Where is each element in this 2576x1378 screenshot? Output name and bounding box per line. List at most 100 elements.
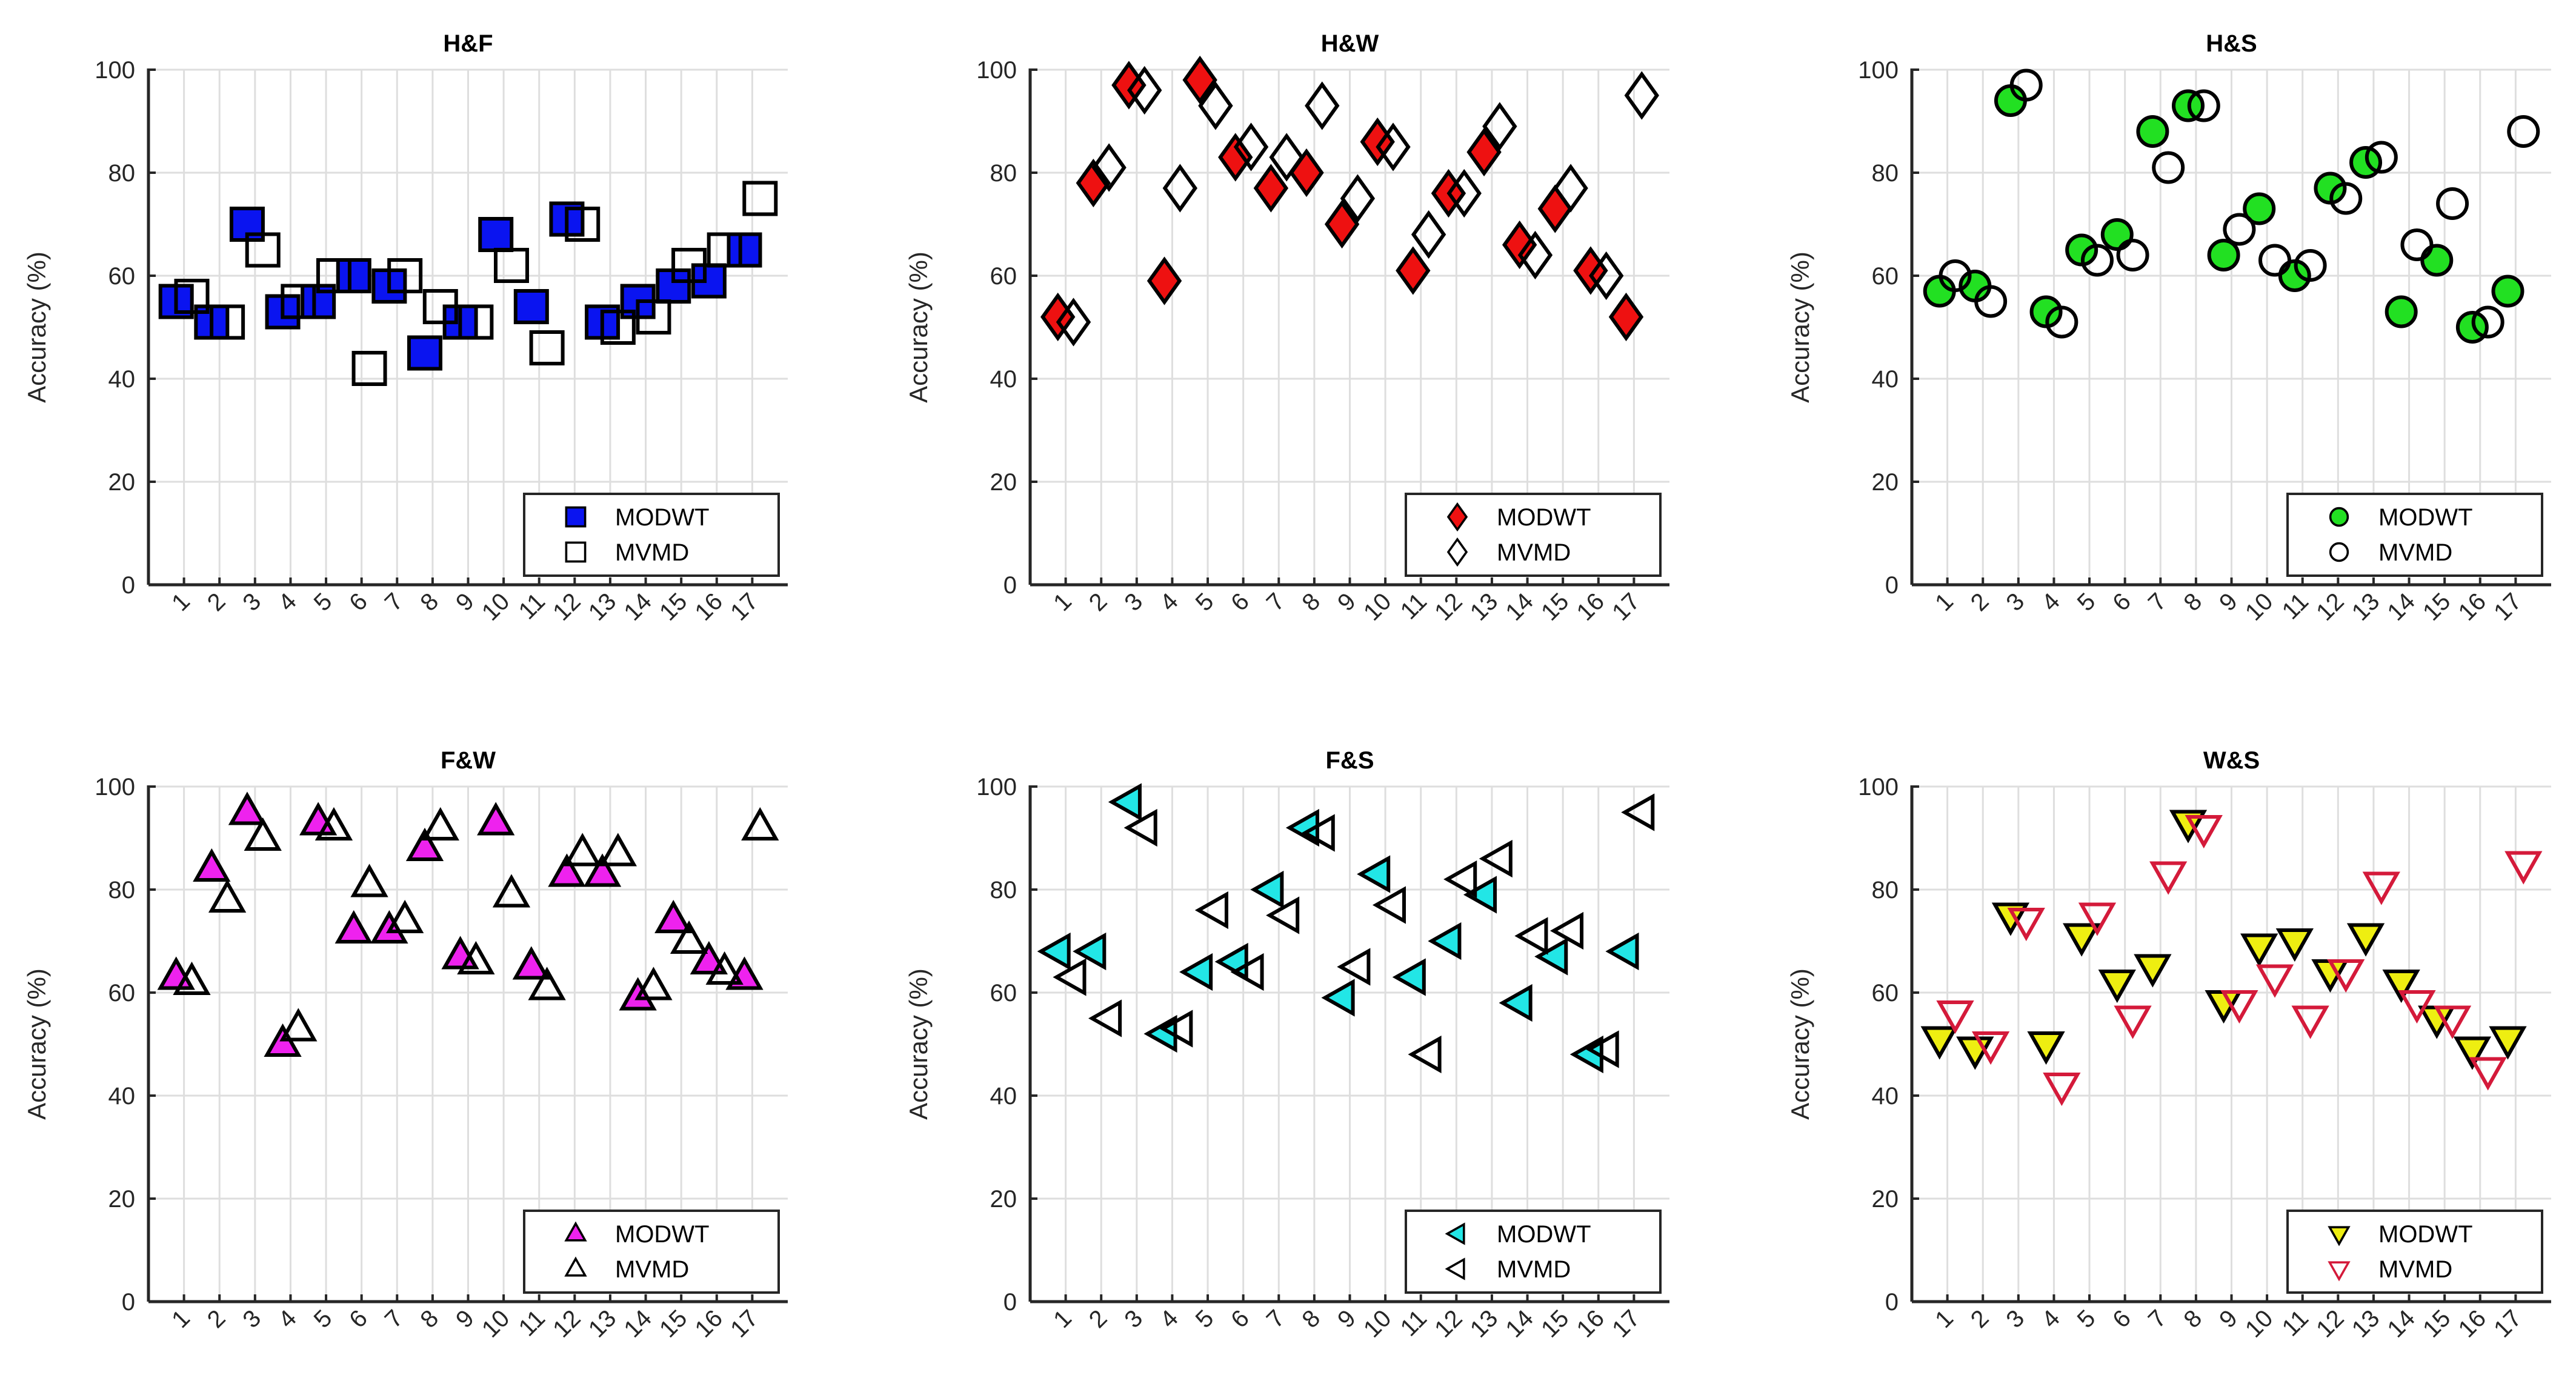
marker-MVMD-14 bbox=[636, 299, 671, 335]
x-tick-label: 4 bbox=[273, 588, 302, 616]
marker-MODWT-16 bbox=[1573, 246, 1608, 295]
y-tick-label: 60 bbox=[1872, 263, 1899, 290]
legend-box bbox=[2286, 1210, 2543, 1294]
marker-MODWT-17 bbox=[727, 232, 762, 268]
marker-MODWT-15 bbox=[1537, 184, 1573, 233]
x-tick-label: 13 bbox=[2347, 1305, 2385, 1343]
marker-MODWT-15 bbox=[654, 899, 693, 933]
marker-MVMD-16 bbox=[1588, 251, 1624, 301]
marker-MODWT-7 bbox=[1253, 164, 1289, 213]
x-tick-label: 7 bbox=[380, 1305, 408, 1333]
marker-MODWT-3 bbox=[229, 207, 265, 242]
marker-MVMD-10 bbox=[2255, 964, 2294, 998]
y-axis-label: Accuracy (%) bbox=[1786, 251, 1814, 403]
marker-MODWT-13 bbox=[1463, 876, 1497, 914]
legend-label: MODWT bbox=[2378, 1221, 2473, 1248]
marker-MODWT-5 bbox=[301, 284, 336, 319]
x-tick-label: 1 bbox=[1930, 588, 1959, 616]
marker-MODWT-5 bbox=[2063, 923, 2101, 957]
marker-MVMD-9 bbox=[2223, 213, 2256, 246]
marker-MODWT-10 bbox=[1360, 117, 1395, 167]
x-tick-label: 16 bbox=[1572, 588, 1610, 626]
x-tick-label: 14 bbox=[2382, 588, 2420, 626]
legend: MODWT MVMD bbox=[2286, 1210, 2543, 1294]
marker-MVMD-15 bbox=[2433, 1005, 2472, 1039]
marker-MVMD-8 bbox=[1301, 814, 1335, 852]
x-tick-label: 4 bbox=[273, 1305, 302, 1333]
marker-MODWT-10 bbox=[2240, 933, 2278, 967]
y-axis-label: Accuracy (%) bbox=[904, 968, 933, 1120]
marker-MVMD-9 bbox=[1340, 174, 1376, 223]
marker-MODWT-2 bbox=[1076, 158, 1111, 208]
legend-box bbox=[1405, 493, 1662, 577]
marker-MVMD-7 bbox=[1266, 896, 1300, 934]
marker-MVMD-13 bbox=[600, 310, 636, 345]
x-tick-label: 13 bbox=[1465, 1305, 1503, 1343]
x-tick-label: 3 bbox=[2001, 1305, 2029, 1333]
marker-MVMD-11 bbox=[1411, 210, 1446, 259]
marker-MODWT-10 bbox=[478, 217, 514, 252]
y-tick-label: 0 bbox=[1885, 572, 1899, 599]
x-tick-label: 12 bbox=[1429, 1305, 1468, 1343]
marker-MODWT-11 bbox=[2275, 928, 2314, 962]
marker-MVMD-17 bbox=[2504, 851, 2543, 885]
y-tick-label: 20 bbox=[1872, 1186, 1899, 1213]
marker-MVMD-4 bbox=[281, 284, 316, 319]
x-tick-label: 11 bbox=[1396, 588, 1432, 624]
marker-MVMD-5 bbox=[2080, 244, 2114, 277]
x-tick-label: 15 bbox=[654, 1305, 693, 1343]
x-tick-label: 3 bbox=[1119, 588, 1148, 616]
x-tick-label: 4 bbox=[1155, 1305, 1183, 1333]
marker-MODWT-14 bbox=[1502, 220, 1537, 270]
x-tick-label: 5 bbox=[1191, 1305, 1219, 1333]
y-tick-label: 0 bbox=[1003, 1289, 1017, 1316]
chart-title: H&S bbox=[2206, 30, 2257, 57]
marker-MVMD-7 bbox=[2152, 151, 2185, 184]
marker-MODWT-6 bbox=[336, 258, 371, 293]
marker-MODWT-13 bbox=[583, 853, 622, 887]
marker-MVMD-8 bbox=[2187, 89, 2220, 122]
legend-marker-MODWT bbox=[1445, 1222, 1465, 1245]
marker-MODWT-12 bbox=[548, 853, 586, 887]
marker-MVMD-7 bbox=[2149, 861, 2188, 895]
marker-MODWT-5 bbox=[1182, 55, 1217, 105]
marker-MVMD-1 bbox=[174, 279, 210, 314]
x-tick-label: 10 bbox=[2240, 1305, 2278, 1343]
x-tick-label: 15 bbox=[2418, 1305, 2456, 1343]
marker-MVMD-11 bbox=[2291, 1005, 2329, 1039]
marker-MVMD-11 bbox=[2294, 249, 2327, 282]
legend-box bbox=[523, 1210, 780, 1294]
x-tick-label: 9 bbox=[451, 588, 479, 616]
x-tick-label: 3 bbox=[2001, 588, 2029, 616]
x-tick-label: 14 bbox=[2382, 1305, 2420, 1343]
x-tick-label: 14 bbox=[1500, 588, 1539, 626]
marker-MVMD-15 bbox=[1549, 911, 1584, 950]
x-tick-label: 13 bbox=[2347, 588, 2385, 626]
marker-MODWT-9 bbox=[1321, 979, 1355, 1017]
marker-MVMD-11 bbox=[528, 967, 566, 1000]
x-tick-label: 6 bbox=[344, 588, 373, 616]
marker-MVMD-10 bbox=[492, 874, 531, 908]
marker-MVMD-14 bbox=[634, 967, 673, 1000]
marker-MVMD-4 bbox=[2043, 1073, 2081, 1107]
x-tick-label: 16 bbox=[2454, 588, 2492, 626]
x-tick-label: 16 bbox=[690, 1305, 728, 1343]
marker-MODWT-15 bbox=[656, 268, 691, 304]
y-tick-label: 20 bbox=[990, 1186, 1017, 1213]
marker-MVMD-2 bbox=[208, 879, 247, 913]
legend-label: MVMD bbox=[1497, 539, 1571, 566]
chart-title: F&W bbox=[441, 747, 496, 774]
y-axis-label: Accuracy (%) bbox=[22, 251, 51, 403]
marker-MODWT-3 bbox=[228, 791, 267, 825]
marker-MVMD-3 bbox=[245, 232, 281, 268]
marker-MVMD-3 bbox=[2009, 68, 2043, 102]
marker-MVMD-1 bbox=[173, 961, 211, 995]
marker-MVMD-10 bbox=[494, 248, 530, 283]
marker-MVMD-12 bbox=[1446, 168, 1482, 218]
marker-MODWT-8 bbox=[1289, 148, 1324, 198]
x-tick-label: 12 bbox=[548, 1305, 586, 1343]
y-tick-label: 100 bbox=[976, 774, 1017, 801]
